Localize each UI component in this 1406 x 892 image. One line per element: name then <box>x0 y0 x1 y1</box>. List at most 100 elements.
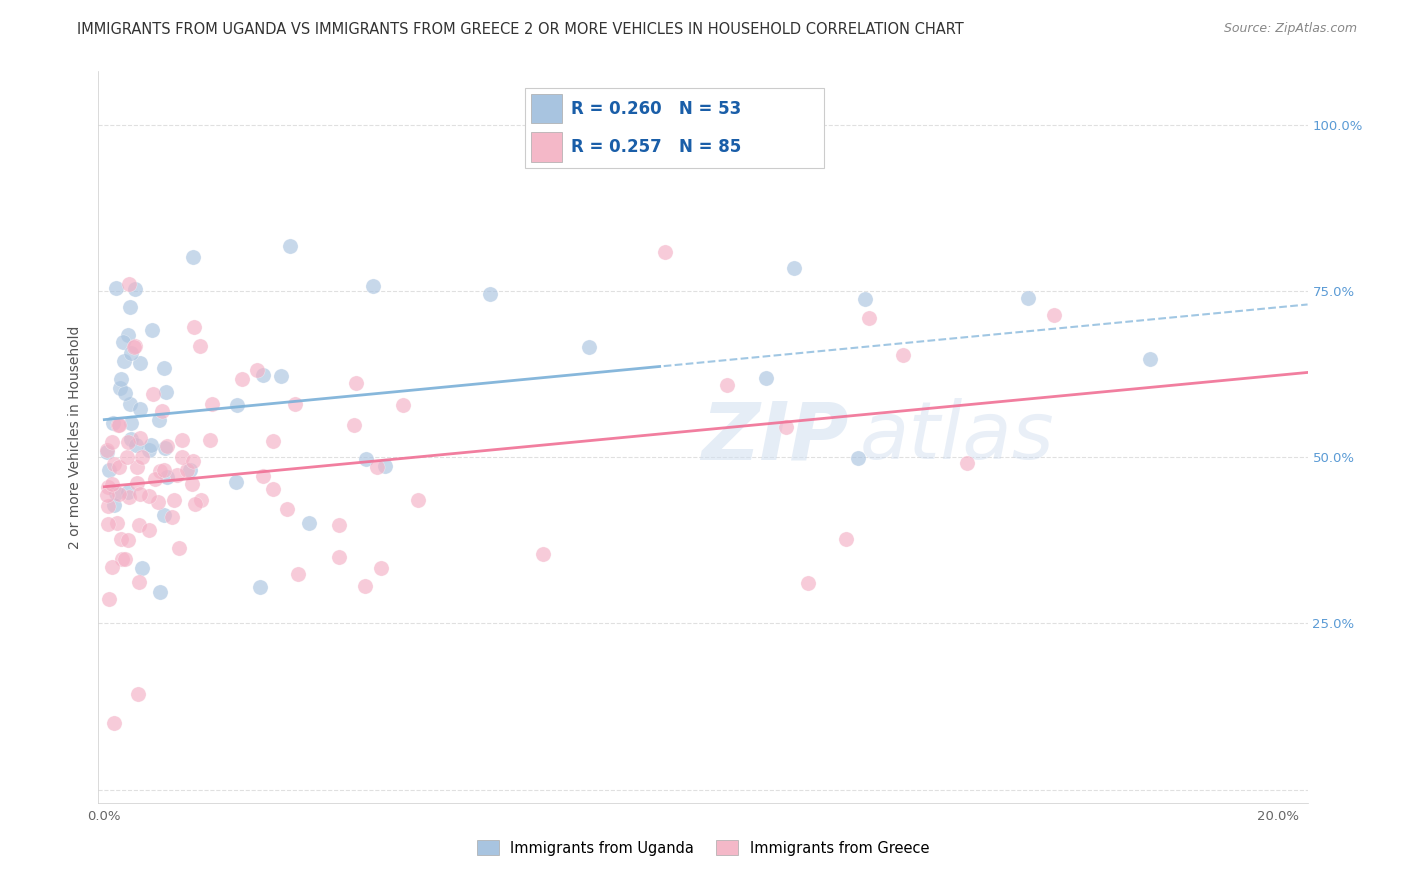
Point <box>107 487 129 501</box>
Point <box>125 438 148 452</box>
Point <box>231 372 253 386</box>
Point <box>156 439 179 453</box>
Point <box>342 417 364 432</box>
Point <box>118 277 141 291</box>
Point <box>361 278 384 293</box>
Text: atlas: atlas <box>860 398 1054 476</box>
Point <box>108 381 131 395</box>
Point <box>148 412 170 426</box>
Point <box>153 360 176 375</box>
Point <box>108 418 131 433</box>
Point <box>105 516 128 530</box>
Point <box>153 463 176 477</box>
Point <box>114 385 136 400</box>
Point <box>162 493 184 508</box>
Point <box>124 340 146 354</box>
Point <box>129 356 152 370</box>
Point <box>129 487 152 501</box>
Point <box>114 552 136 566</box>
Point <box>117 484 139 499</box>
Point <box>127 687 149 701</box>
Point <box>153 441 176 455</box>
Point <box>141 322 163 336</box>
Point <box>97 463 120 477</box>
Point <box>392 399 415 413</box>
Point <box>100 435 122 450</box>
Point <box>855 292 877 306</box>
Point <box>891 348 914 362</box>
Point <box>101 559 124 574</box>
Point <box>149 464 172 478</box>
Point <box>103 499 125 513</box>
Point <box>578 340 600 354</box>
Point <box>366 460 388 475</box>
Point <box>834 533 856 547</box>
Point <box>262 482 284 496</box>
Point <box>138 523 160 537</box>
Point <box>129 402 152 417</box>
Point <box>103 417 125 431</box>
Point <box>128 517 150 532</box>
Point <box>155 384 177 399</box>
Point <box>117 450 139 465</box>
Point <box>262 434 284 448</box>
Point <box>287 566 309 581</box>
Legend: Immigrants from Uganda, Immigrants from Greece: Immigrants from Uganda, Immigrants from … <box>471 834 935 862</box>
Point <box>97 499 120 513</box>
Point <box>160 509 183 524</box>
Point <box>180 477 202 491</box>
Point <box>1043 308 1066 322</box>
Point <box>117 328 139 343</box>
Point <box>138 489 160 503</box>
Point <box>370 561 392 575</box>
Point <box>184 497 207 511</box>
Point <box>1139 352 1161 367</box>
Point <box>107 418 129 433</box>
Point <box>120 397 142 411</box>
Point <box>374 458 396 473</box>
Point <box>118 491 141 505</box>
Point <box>716 377 738 392</box>
Point <box>96 445 118 459</box>
Point <box>755 371 778 385</box>
Point <box>179 463 201 477</box>
Point <box>110 372 132 386</box>
Point <box>169 541 191 555</box>
Point <box>181 250 204 264</box>
Point <box>797 576 820 591</box>
Point <box>252 368 274 382</box>
Point <box>124 282 146 296</box>
Point <box>654 245 676 260</box>
Point <box>190 492 212 507</box>
Point <box>276 502 298 516</box>
Point <box>176 463 198 477</box>
Point <box>200 433 222 447</box>
Point <box>531 547 554 561</box>
Point <box>153 508 176 522</box>
Point <box>107 460 129 475</box>
Point <box>775 420 797 434</box>
Point <box>120 300 142 314</box>
Point <box>353 579 375 593</box>
Point <box>139 438 162 452</box>
Point <box>120 432 142 446</box>
Point <box>1017 291 1039 305</box>
Point <box>105 281 128 295</box>
Point <box>172 434 194 448</box>
Point <box>103 457 125 471</box>
Point <box>201 397 224 411</box>
Point <box>128 431 150 445</box>
Point <box>125 475 148 490</box>
Point <box>249 580 271 594</box>
Point <box>138 442 160 457</box>
Text: Source: ZipAtlas.com: Source: ZipAtlas.com <box>1223 22 1357 36</box>
Point <box>131 561 153 575</box>
Point <box>252 468 274 483</box>
Point <box>124 339 146 353</box>
Point <box>188 338 211 352</box>
Point <box>328 518 350 533</box>
Point <box>148 494 170 508</box>
Point <box>128 574 150 589</box>
Point <box>120 417 142 431</box>
Point <box>478 286 501 301</box>
